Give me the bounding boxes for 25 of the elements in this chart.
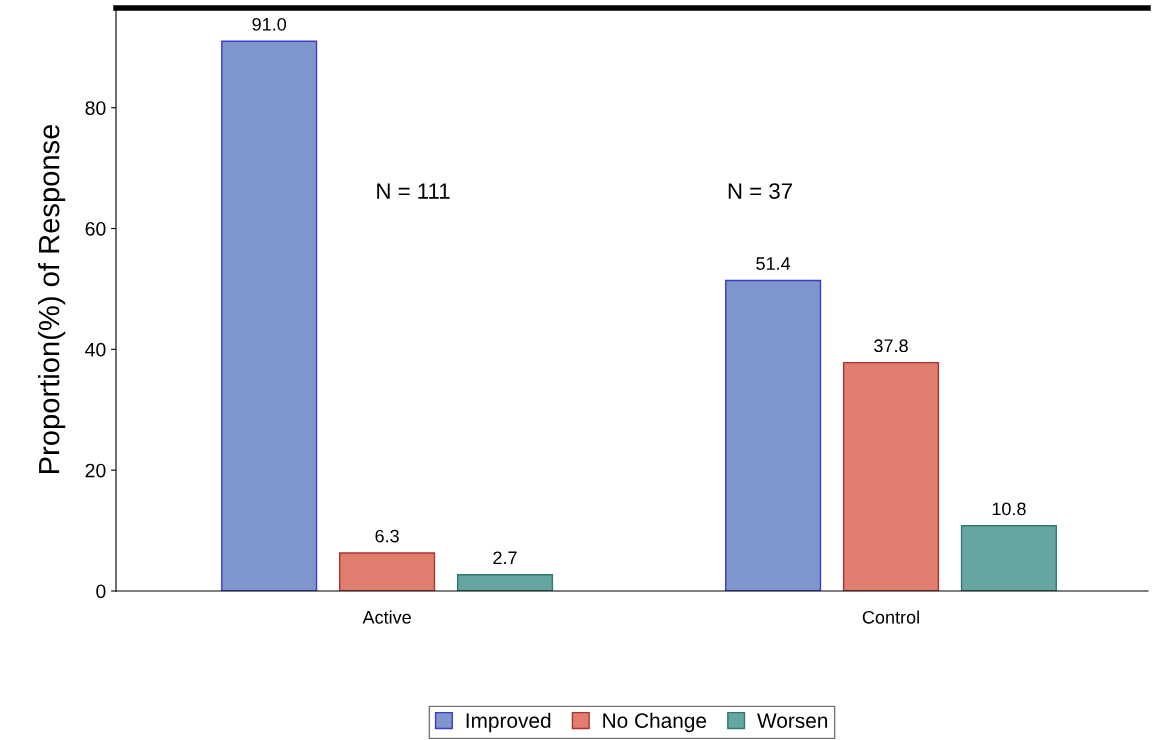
- data-label: 6.3: [375, 529, 399, 543]
- y-tick-label: 60: [85, 221, 106, 236]
- y-tick-label: 0: [96, 584, 106, 599]
- bar: [339, 552, 436, 591]
- bar: [725, 279, 822, 591]
- annotation: N = 111: [377, 183, 450, 199]
- bar: [960, 525, 1057, 591]
- bar: [456, 573, 554, 591]
- bar: [842, 361, 940, 591]
- data-label: 2.7: [493, 551, 517, 564]
- legend-label: Worsen: [757, 713, 828, 729]
- bar: [221, 40, 318, 591]
- data-label: 37.8: [874, 339, 908, 353]
- y-tick-label: 40: [85, 342, 106, 357]
- annotation: N = 37: [728, 183, 792, 199]
- x-tick-label: Active: [362, 610, 411, 624]
- legend-label: Improved: [466, 712, 551, 733]
- data-label: 10.8: [992, 502, 1026, 516]
- data-label: 91.0: [252, 17, 287, 31]
- y-tick-label: 80: [85, 101, 106, 115]
- x-tick-label: Control: [862, 610, 919, 624]
- legend-label: No Change: [603, 712, 707, 733]
- y-axis-title: Proportion(%) of Response: [38, 124, 66, 473]
- y-tick-label: 20: [85, 463, 106, 478]
- data-label: 51.4: [756, 257, 791, 270]
